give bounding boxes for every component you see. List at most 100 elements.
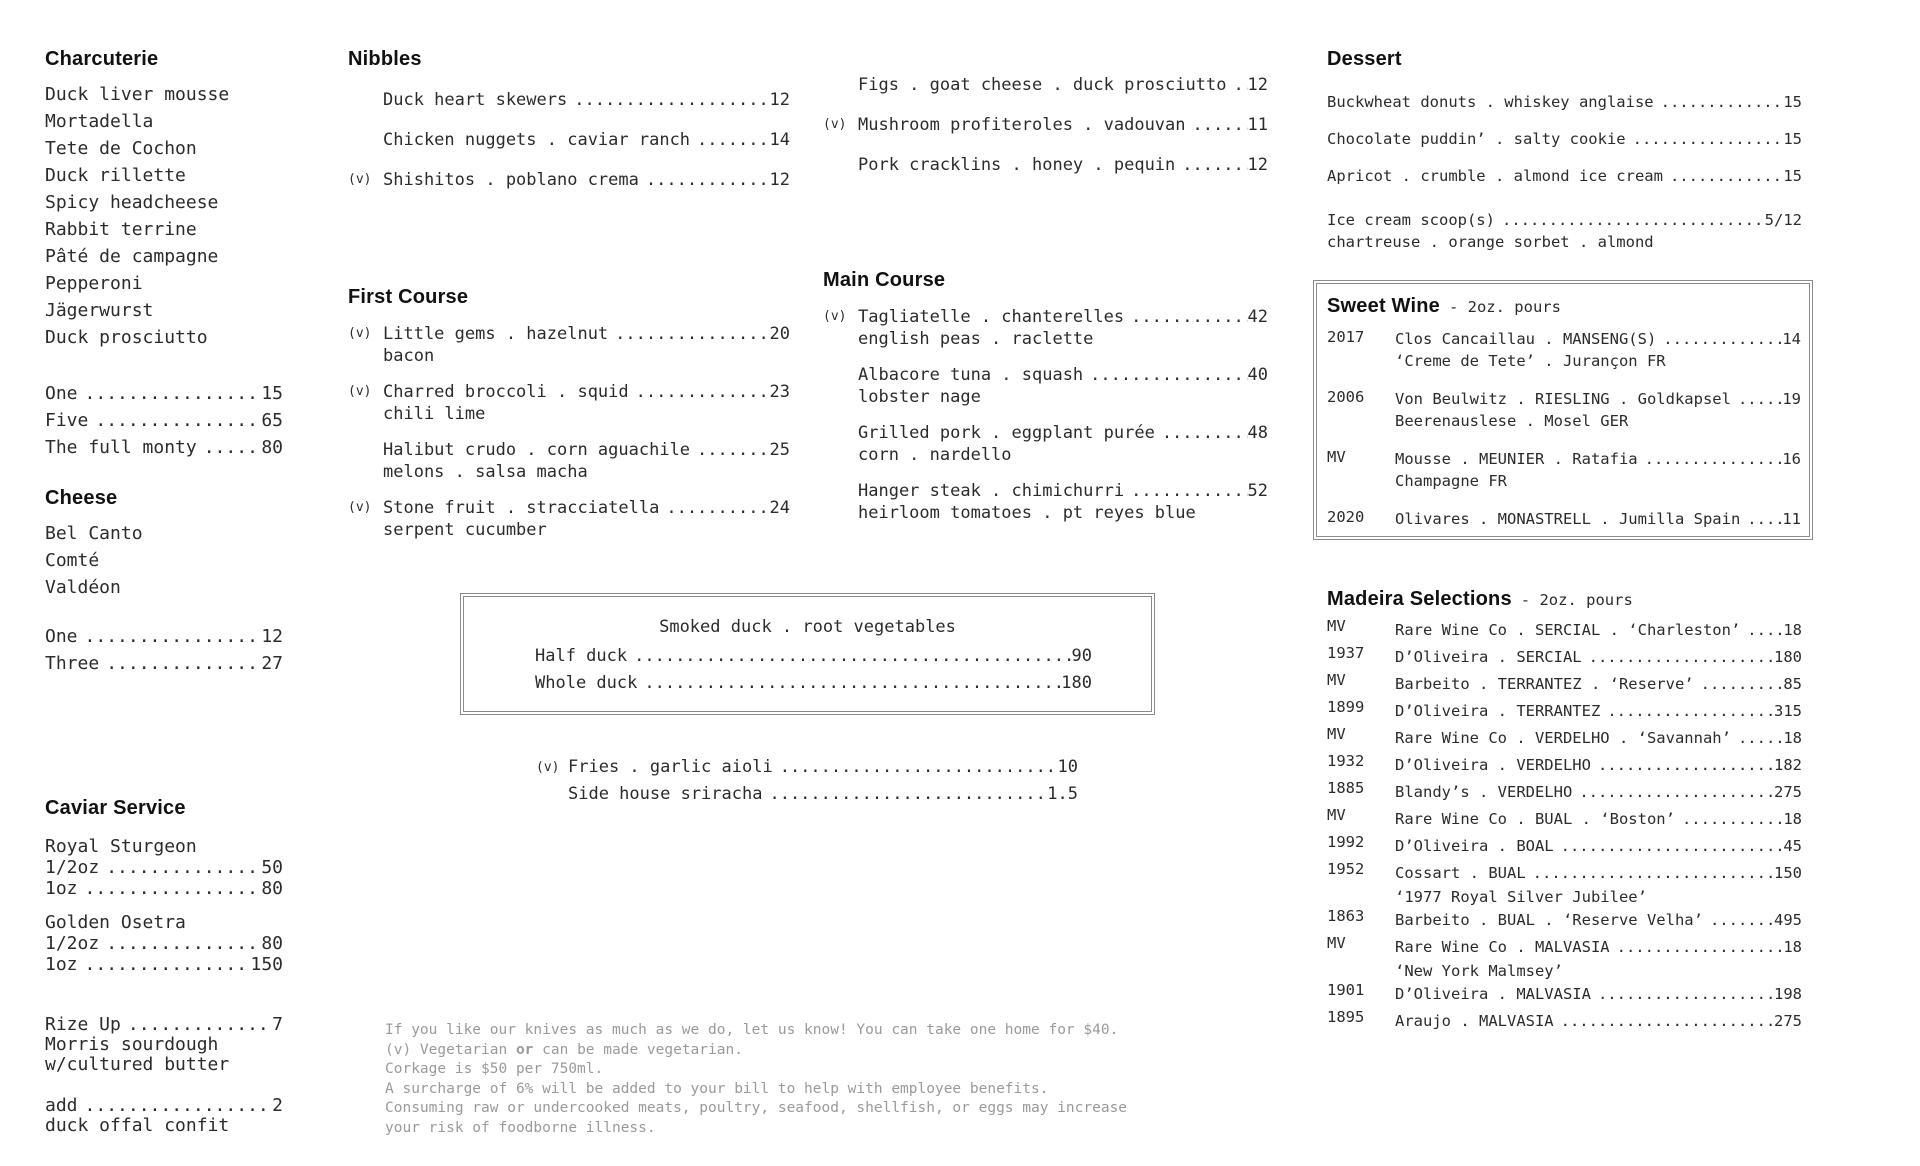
menu-item: (v) Shishitos . poblano crema ..........… xyxy=(348,169,790,191)
menu-item-line: Figs . goat cheese . duck prosciutto ...… xyxy=(858,74,1268,96)
madeira-title: Madeira Selections xyxy=(1327,587,1512,610)
menu-item: Pork cracklins . honey . pequin ........… xyxy=(823,154,1268,176)
wine-vintage: MV xyxy=(1327,616,1346,635)
wine-price: 11 xyxy=(1782,509,1801,528)
wine-price: 16 xyxy=(1782,449,1801,468)
item-price: 2 xyxy=(272,1094,283,1116)
price-row: add ....................................… xyxy=(45,1095,283,1116)
dot-leader: ........................................… xyxy=(1161,423,1248,443)
dot-leader: ........................................… xyxy=(106,932,261,954)
menu-item: (v) Tagliatelle . chanterelles .........… xyxy=(823,306,1268,350)
dot-leader: ........................................… xyxy=(644,673,1061,693)
price-row: One ....................................… xyxy=(45,623,283,650)
wine-vintage: MV xyxy=(1327,933,1346,952)
wine-entry-line: Clos Cancaillau . MANSENG(S) ...........… xyxy=(1395,328,1801,350)
wine-price: 275 xyxy=(1774,1011,1802,1030)
wine-entry-line: Blandy’s . VERDELHO ....................… xyxy=(1395,779,1802,806)
menu-item-body: Hanger steak . chimichurri .............… xyxy=(858,480,1268,524)
dot-leader: ........................................… xyxy=(1660,92,1784,111)
charcuterie-item: Duck liver mousse xyxy=(45,83,230,105)
wine-vintage: 1952 xyxy=(1327,859,1365,878)
first-course-list: (v) Little gems . hazelnut .............… xyxy=(348,323,790,541)
wine-vintage: 2006 xyxy=(1327,387,1365,406)
menu-item-body: Halibut crudo . corn aguachile .........… xyxy=(383,439,790,483)
wine-entry: 1932 D’Oliveira . VERDELHO .............… xyxy=(1327,752,1802,779)
wine-entry-body: D’Oliveira . VERDELHO ..................… xyxy=(1395,752,1802,779)
bread-block: add ....................................… xyxy=(45,1095,283,1136)
item-price: 14 xyxy=(769,129,790,150)
madeira-header: Madeira Selections - 2oz. pours xyxy=(1327,588,1802,611)
wine-entry-body: Cossart . BUAL .........................… xyxy=(1395,860,1802,907)
dot-leader: ........................................… xyxy=(1669,166,1783,185)
wine-entry-body: D’Oliveira . MALVASIA ..................… xyxy=(1395,981,1802,1008)
item-name: Chicken nuggets . caviar ranch xyxy=(383,129,691,150)
sweet-wine-list: 2017 Clos Cancaillau . MANSENG(S) ......… xyxy=(1327,328,1801,530)
fine-print: If you like our knives as much as we do,… xyxy=(385,1021,1155,1139)
menu-item-detail: english peas . raclette xyxy=(858,329,1094,349)
vegetarian-mark: (v) xyxy=(536,760,560,775)
wine-price: 19 xyxy=(1782,389,1801,408)
menu-item-body: Pork cracklins . honey . pequin ........… xyxy=(858,154,1268,176)
menu-item-body: Mushroom profiteroles . vadouvan .......… xyxy=(858,114,1268,136)
menu-item: (v) Mushroom profiteroles . vadouvan ...… xyxy=(823,114,1268,136)
menu-item: (v) Fries . garlic aioli ...............… xyxy=(536,754,1078,781)
item-price: 7 xyxy=(272,1013,283,1035)
caviar-tier-sizes: 1/2oz ..................................… xyxy=(45,933,283,975)
item-name: Half duck xyxy=(535,646,628,666)
nibbles-right-list: Figs . goat cheese . duck prosciutto ...… xyxy=(823,74,1268,176)
wine-vintage: 1932 xyxy=(1327,751,1365,770)
wine-entry-body: D’Oliveira . SERCIAL ...................… xyxy=(1395,644,1802,671)
charcuterie-item: Spicy headcheese xyxy=(45,191,219,213)
item-name: Side house sriracha xyxy=(568,784,763,804)
bread-detail: w/cultured butter xyxy=(45,1053,230,1075)
charcuterie-item: Duck prosciutto xyxy=(45,326,208,348)
wine-name: Rare Wine Co . VERDELHO . ‘Savannah’ xyxy=(1395,728,1731,747)
item-name: Little gems . hazelnut xyxy=(383,323,609,344)
dot-leader: ........................................… xyxy=(1131,481,1247,501)
wine-name: Araujo . MALVASIA xyxy=(1395,1011,1554,1030)
wine-price: 495 xyxy=(1774,910,1802,929)
fine-print-segment: (v) Vegetarian xyxy=(385,1041,516,1058)
item-price: 80 xyxy=(261,932,283,954)
item-price: 40 xyxy=(1247,365,1268,385)
dot-leader: ........................................… xyxy=(1709,910,1774,929)
item-price: 1.5 xyxy=(1047,784,1078,804)
vegetarian-mark: (v) xyxy=(348,383,372,399)
item-price: 11 xyxy=(1247,115,1268,135)
wine-entry-line: Mousse . MEUNIER . Ratafia .............… xyxy=(1395,448,1801,470)
item-price: 5/12 xyxy=(1764,210,1802,229)
wine-entry-line: D’Oliveira . BOAL ......................… xyxy=(1395,833,1802,860)
wine-entry: MV Rare Wine Co . SERCIAL . ‘Charleston’… xyxy=(1327,617,1802,644)
menu-item-detail: heirloom tomatoes . pt reyes blue xyxy=(858,503,1196,523)
item-price: 27 xyxy=(261,652,283,674)
dot-leader: ........................................… xyxy=(1681,809,1783,828)
wine-entry: 1863 Barbeito . BUAL . ‘Reserve Velha’ .… xyxy=(1327,907,1802,934)
item-name: Stone fruit . stracciatella xyxy=(383,497,660,518)
wine-entry-detail: ‘New York Malmsey’ xyxy=(1395,961,1563,980)
item-price: 15 xyxy=(1783,129,1802,148)
middle-left-column: Nibbles Duck heart skewers .............… xyxy=(348,30,790,555)
cheese-title: Cheese xyxy=(45,486,118,509)
item-price: 80 xyxy=(261,877,283,899)
wine-entry: 1885 Blandy’s . VERDELHO ...............… xyxy=(1327,779,1802,806)
bread-block: Rize Up ................................… xyxy=(45,1014,283,1075)
item-name: Buckwheat donuts . whiskey anglaise xyxy=(1327,92,1654,111)
duck-feature-box: Smoked duck . root vegetables Half duck … xyxy=(460,593,1155,715)
dot-leader: ........................................… xyxy=(635,381,770,402)
dessert-item: Apricot . crumble . almond ice cream ...… xyxy=(1327,165,1802,187)
wine-entry-line: Olivares . MONASTRELL . Jumilla Spain ..… xyxy=(1395,508,1801,530)
menu-item-line: Tagliatelle . chanterelles .............… xyxy=(858,306,1268,328)
menu-item-line: Little gems . hazelnut .................… xyxy=(383,323,790,345)
dot-leader: ........................................… xyxy=(1597,755,1774,774)
dessert-list: Buckwheat donuts . whiskey anglaise ....… xyxy=(1327,91,1802,187)
wine-name: D’Oliveira . SERCIAL xyxy=(1395,647,1582,666)
menu-item: (v) Stone fruit . stracciatella ........… xyxy=(348,497,790,541)
menu-item-line: Charred broccoli . squid ...............… xyxy=(383,381,790,403)
wine-name: Barbeito . BUAL . ‘Reserve Velha’ xyxy=(1395,910,1703,929)
dot-leader: ........................................… xyxy=(1747,620,1783,639)
wine-entry: 1952 Cossart . BUAL ....................… xyxy=(1327,860,1802,907)
charcuterie-item: Pâté de campagne xyxy=(45,245,219,267)
menu-item-body: Stone fruit . stracciatella ............… xyxy=(383,497,790,541)
vegetarian-mark xyxy=(823,480,858,524)
wine-price: 150 xyxy=(1774,863,1802,882)
